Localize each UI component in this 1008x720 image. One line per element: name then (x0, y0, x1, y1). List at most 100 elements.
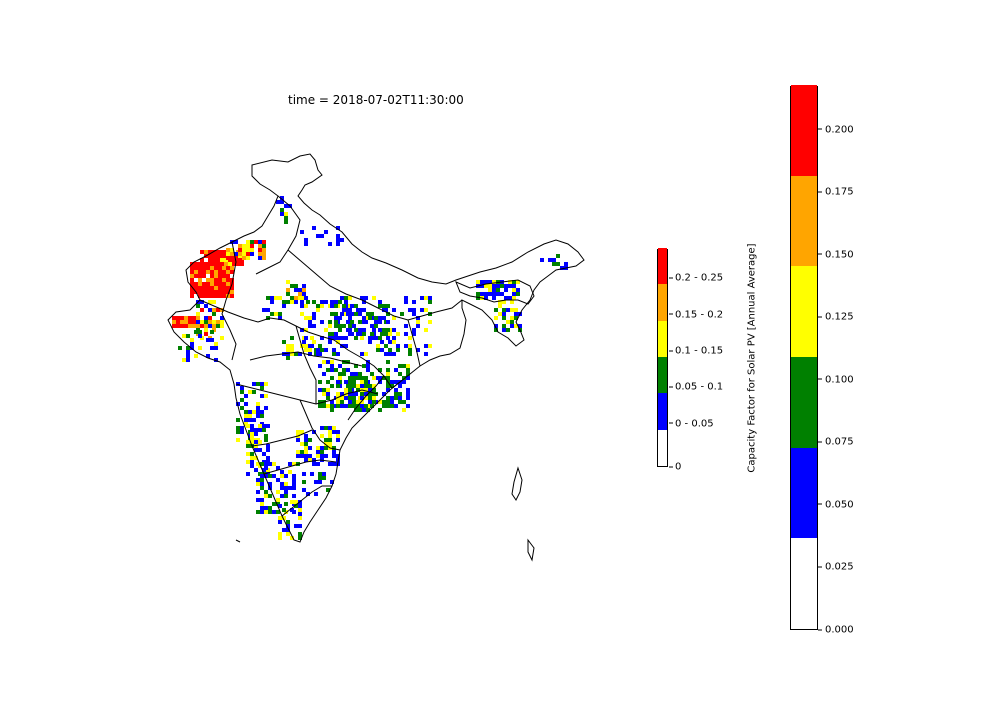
map-cell (374, 316, 378, 320)
map-cell (254, 440, 258, 444)
map-cell (420, 308, 424, 312)
map-cell (360, 396, 364, 400)
map-cell (352, 324, 356, 328)
map-cell (498, 312, 502, 316)
map-cell (338, 376, 342, 380)
map-cell (214, 278, 218, 282)
map-cell (506, 328, 510, 332)
map-cell (226, 274, 230, 278)
map-cell (502, 328, 506, 332)
map-cell (328, 438, 332, 442)
map-cell (240, 390, 244, 394)
map-cell (354, 304, 358, 308)
map-cell (308, 348, 312, 352)
map-cell (368, 316, 372, 320)
map-cell (332, 430, 336, 434)
map-cell (390, 404, 394, 408)
map-cell (226, 248, 230, 252)
map-cell (420, 296, 424, 300)
map-cell (286, 532, 290, 536)
map-cell (484, 280, 488, 284)
map-cell (312, 312, 316, 316)
map-cell (406, 372, 410, 376)
map-cell (292, 474, 296, 478)
map-cell (334, 312, 338, 316)
map-cell (296, 438, 300, 442)
map-cell (264, 382, 268, 386)
map-cell (240, 386, 244, 390)
map-cell (278, 520, 282, 524)
map-cell (364, 388, 368, 392)
map-cell (492, 296, 496, 300)
map-cell (316, 450, 320, 454)
map-cell (260, 510, 264, 514)
map-cell (240, 430, 244, 434)
map-cell (194, 266, 198, 270)
map-cell (320, 336, 324, 340)
map-cell (288, 486, 292, 490)
map-cell (412, 308, 416, 312)
map-cell (198, 334, 202, 338)
map-cell (398, 372, 402, 376)
map-cell (488, 292, 492, 296)
map-cell (480, 292, 484, 296)
map-cell (338, 300, 342, 304)
map-cell (242, 256, 246, 260)
map-cell (218, 282, 222, 286)
map-cell (188, 320, 192, 324)
map-cell (210, 274, 214, 278)
map-cell (246, 452, 250, 456)
map-cell (180, 320, 184, 324)
map-cell (324, 426, 328, 430)
map-cell (402, 408, 406, 412)
map-cell (382, 328, 386, 332)
map-cell (502, 312, 506, 316)
map-cell (350, 312, 354, 316)
map-cell (372, 328, 376, 332)
map-cell (356, 384, 360, 388)
map-cell (272, 462, 276, 466)
map-cell (260, 502, 264, 506)
map-cell (302, 292, 306, 296)
map-cell (300, 300, 304, 304)
map-cell (404, 296, 408, 300)
map-cell (378, 380, 382, 384)
map-cell (386, 304, 390, 308)
map-cell (186, 354, 190, 358)
map-cell (368, 384, 372, 388)
category-legend (657, 248, 668, 467)
map-cell (492, 292, 496, 296)
map-cell (332, 446, 336, 450)
map-cell (254, 240, 258, 244)
map-cell (488, 280, 492, 284)
map-cell (186, 346, 190, 350)
map-cell (514, 324, 518, 328)
map-cell (354, 336, 358, 340)
colorbar-band (791, 175, 817, 267)
map-cell (290, 508, 294, 512)
map-cell (344, 380, 348, 384)
map-cell (294, 352, 298, 356)
map-cell (260, 394, 264, 398)
map-cell (496, 288, 500, 292)
map-cell (348, 384, 352, 388)
map-cell (334, 316, 338, 320)
map-cell (322, 372, 326, 376)
map-cell (200, 250, 204, 254)
map-cell (320, 446, 324, 450)
map-cell (360, 404, 364, 408)
map-cell (336, 454, 340, 458)
map-cell (240, 426, 244, 430)
legend-label: 0 (669, 462, 681, 473)
map-cell (258, 424, 262, 428)
map-cell (260, 410, 264, 414)
map-cell (476, 280, 480, 284)
map-cell (398, 400, 402, 404)
map-cell (416, 320, 420, 324)
map-cell (348, 388, 352, 392)
map-cell (344, 396, 348, 400)
map-cell (214, 294, 218, 298)
map-cell (328, 340, 332, 344)
map-cell (308, 438, 312, 442)
map-cell (392, 328, 396, 332)
